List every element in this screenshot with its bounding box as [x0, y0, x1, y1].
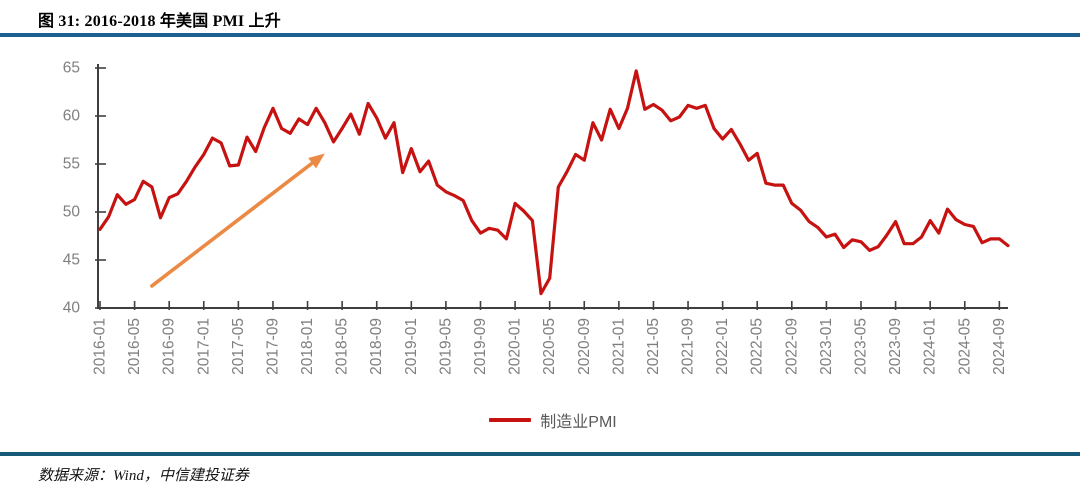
x-tick-label: 2021-09 [680, 318, 697, 375]
x-tick-label: 2017-05 [230, 318, 247, 375]
y-tick-label: 60 [63, 108, 81, 125]
x-tick-label: 2016-05 [126, 318, 143, 375]
y-tick-label: 50 [63, 204, 81, 221]
x-tick-label: 2018-05 [334, 318, 351, 375]
x-tick-label: 2017-01 [195, 318, 212, 375]
chart-legend: 制造业PMI [98, 408, 1008, 432]
legend-label: 制造业PMI [540, 414, 617, 431]
y-tick-label: 65 [63, 60, 80, 77]
footer-separator-rule [0, 452, 1080, 456]
x-tick-label: 2024-05 [956, 318, 973, 375]
y-tick-label: 45 [63, 252, 80, 269]
x-tick-label: 2016-09 [161, 318, 178, 375]
x-tick-label: 2018-09 [368, 318, 385, 375]
x-tick-label: 2019-05 [437, 318, 454, 375]
x-tick-label: 2021-01 [610, 318, 627, 375]
data-source-note: 数据来源：Wind，中信建投证券 [38, 468, 249, 484]
x-tick-label: 2019-09 [472, 318, 489, 375]
trend-arrow-head [308, 153, 325, 169]
chart-title: 图 31: 2016-2018 年美国 PMI 上升 [38, 13, 281, 30]
x-tick-label: 2019-01 [403, 318, 420, 375]
pmi-line-chart: 40 45 50 55 60 65 2016-01 2016-05 2016-09 2017-01… [63, 60, 1010, 375]
y-tick-label: 40 [63, 300, 81, 317]
x-tick-label: 2020-09 [576, 318, 593, 375]
x-tick-label: 2020-01 [507, 318, 524, 375]
x-tick-label: 2018-01 [299, 318, 316, 375]
legend-line-swatch [489, 418, 532, 422]
x-tick-label: 2024-01 [922, 318, 939, 375]
x-tick-label: 2021-05 [645, 318, 662, 375]
y-tick-label: 55 [63, 156, 80, 173]
x-tick-label: 2020-05 [541, 318, 558, 375]
x-tick-label: 2016-01 [92, 318, 109, 375]
x-tick-label: 2022-09 [783, 318, 800, 375]
x-tick-label: 2023-05 [853, 318, 870, 375]
trend-arrow-shaft [150, 160, 316, 288]
x-tick-label: 2022-01 [714, 318, 731, 375]
x-tick-label: 2017-09 [265, 318, 282, 375]
x-tick-label: 2023-01 [818, 318, 835, 375]
title-separator-rule [0, 33, 1080, 37]
x-tick-label: 2023-09 [887, 318, 904, 375]
x-tick-label: 2022-05 [749, 318, 766, 375]
x-tick-label: 2024-09 [991, 318, 1008, 375]
pmi-line [98, 69, 1010, 296]
